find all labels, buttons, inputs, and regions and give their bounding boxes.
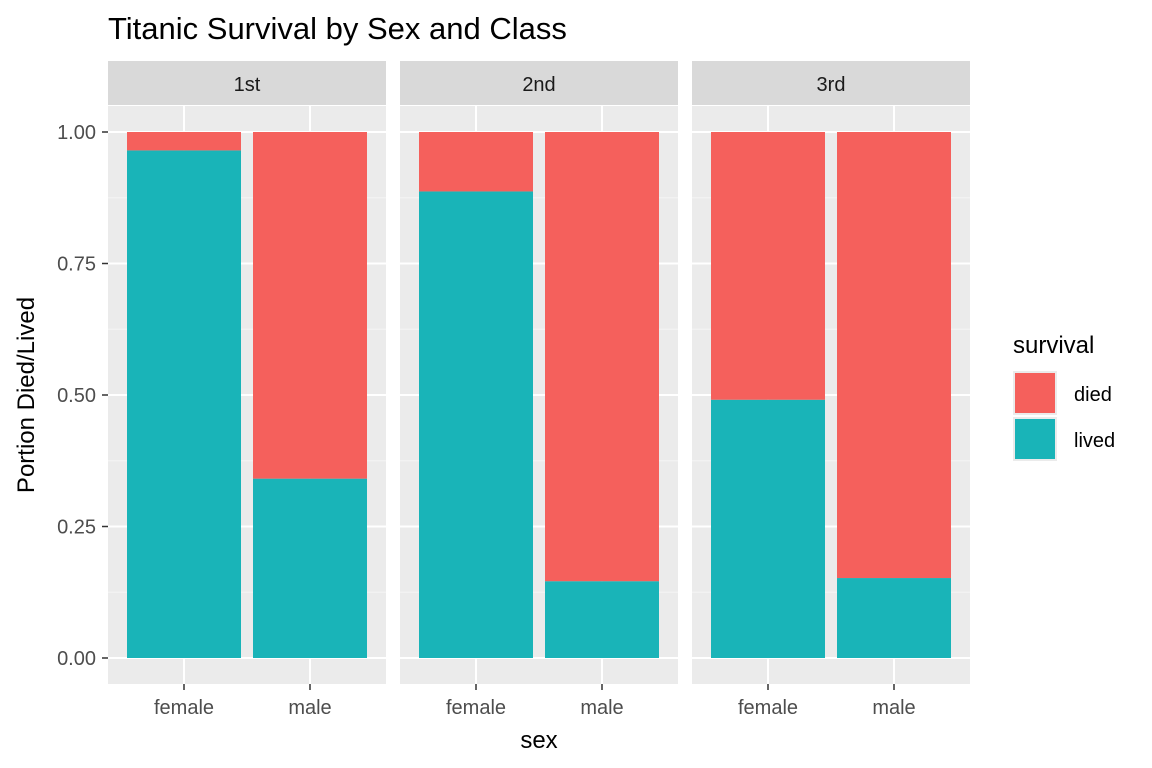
bar-lived-female (127, 150, 241, 658)
y-tick-label: 0.50 (57, 385, 96, 407)
legend-entry-died: died (1013, 371, 1112, 415)
bar-died-female (419, 132, 533, 192)
x-tick-label: female (446, 697, 506, 719)
bar-died-female (127, 132, 241, 151)
legend: survival died lived (1013, 332, 1115, 461)
facet-strip-label: 1st (234, 74, 261, 96)
y-tick-label: 0.25 (57, 517, 96, 539)
legend-title: survival (1013, 332, 1094, 359)
y-tick-label: 1.00 (57, 122, 96, 144)
facet-strip-label: 3rd (817, 74, 846, 96)
legend-label: lived (1074, 430, 1115, 452)
facet-panel-2nd: 2nd female male (400, 61, 678, 719)
legend-key-swatch (1015, 419, 1055, 459)
bar-lived-female (711, 399, 825, 658)
legend-label: died (1074, 384, 1112, 406)
bar-lived-female (419, 191, 533, 659)
legend-key-swatch (1015, 373, 1055, 413)
facet-strip (108, 61, 386, 105)
x-tick-label: male (872, 697, 915, 719)
facet-panels: 1st female male 2nd female male 3rd female male (108, 61, 970, 719)
x-axis-title: sex (520, 727, 557, 754)
bar-lived-male (837, 578, 951, 658)
x-tick-label: female (738, 697, 798, 719)
y-axis: 0.00 0.25 0.50 0.75 1.00 (57, 122, 108, 670)
facet-panel-3rd: 3rd female male (692, 61, 970, 719)
bar-died-male (545, 132, 659, 582)
y-tick-label: 0.75 (57, 254, 96, 276)
y-axis-title: Portion Died/Lived (13, 297, 40, 493)
facet-panel-1st: 1st female male (108, 61, 386, 719)
x-tick-label: female (154, 697, 214, 719)
x-tick-label: male (288, 697, 331, 719)
bar-lived-male (545, 581, 659, 658)
bar-died-female (711, 132, 825, 400)
x-tick-label: male (580, 697, 623, 719)
chart-title: Titanic Survival by Sex and Class (108, 11, 567, 46)
bar-died-male (253, 132, 367, 479)
facet-strip (692, 61, 970, 105)
facet-strip-label: 2nd (522, 74, 555, 96)
y-tick-label: 0.00 (57, 648, 96, 670)
bar-died-male (837, 132, 951, 579)
facet-strip (400, 61, 678, 105)
bar-lived-male (253, 478, 367, 658)
legend-entry-lived: lived (1013, 417, 1115, 461)
